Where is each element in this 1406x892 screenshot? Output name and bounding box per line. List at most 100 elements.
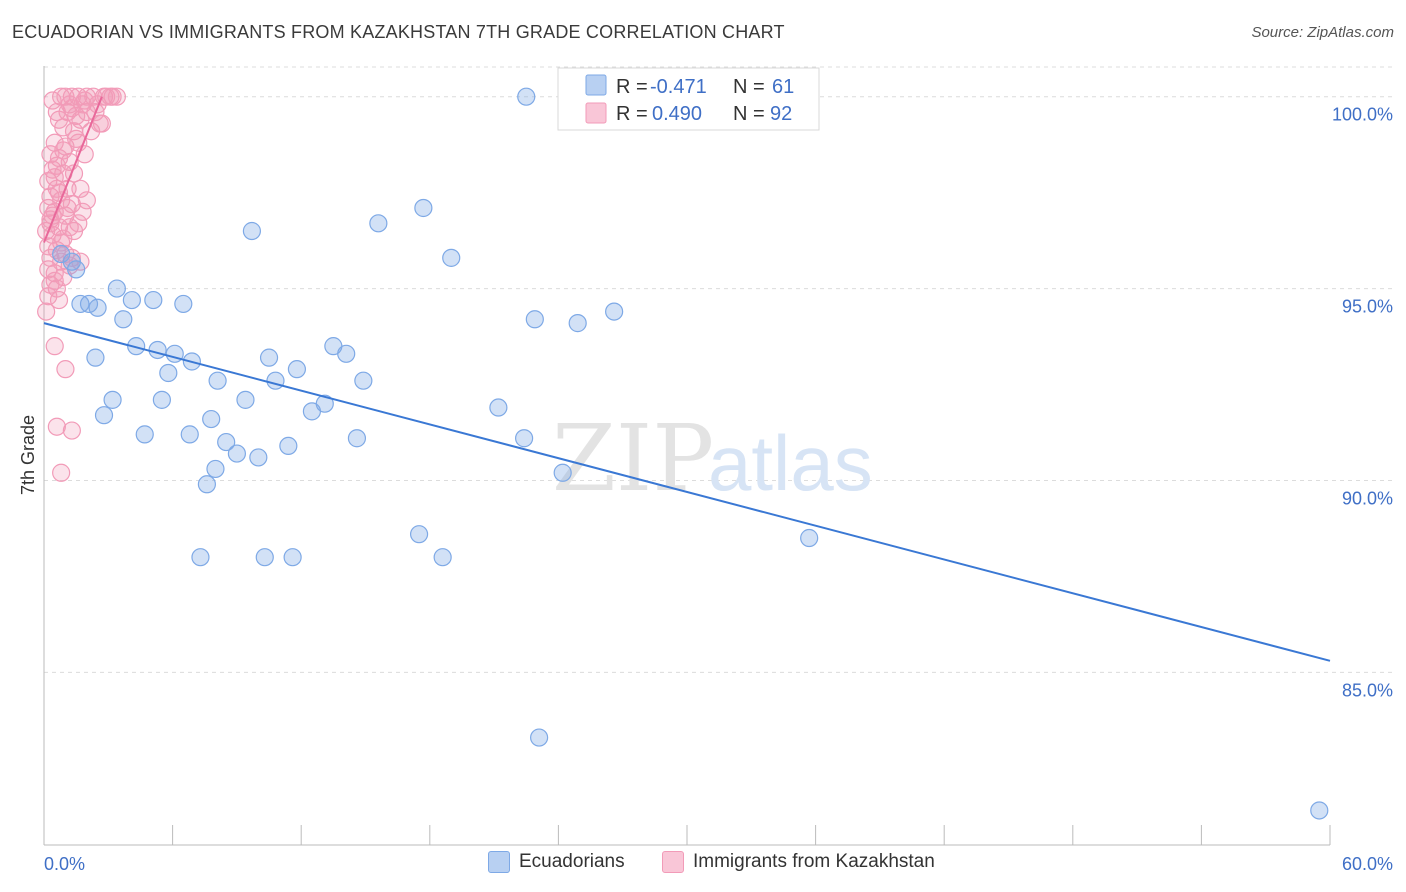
- legend-n-label-2: N =: [733, 103, 765, 125]
- kazakhstan-point-69: [43, 91, 62, 110]
- ecuadorian-point-26: [337, 344, 356, 363]
- ecuadorian-point-55: [433, 548, 452, 567]
- kazakhstan-point-57: [45, 264, 64, 283]
- kazakhstan-trend-line: [43, 96, 103, 243]
- y-tick-label-3: 100.0%: [1332, 105, 1393, 125]
- ecuadorian-point-43: [279, 436, 298, 456]
- watermark: ZIP atlas: [552, 405, 873, 512]
- y-tick-label-0: 85.0%: [1342, 680, 1393, 700]
- kazakhstan-point-33: [71, 179, 90, 198]
- legend-item-kazakhstan[interactable]: Immigrants from Kazakhstan: [662, 851, 935, 873]
- kazakhstan-point-85: [45, 271, 64, 290]
- ecuadorians-trend-line: [43, 322, 1331, 662]
- kazakhstan-point-71: [103, 87, 122, 106]
- legend-item-ecuadorians[interactable]: Ecuadorians: [488, 851, 625, 873]
- x-tick-labels: 0.0% 60.0%: [44, 854, 1393, 874]
- trend-lines: [43, 96, 1331, 662]
- legend-n-label-1: N =: [733, 76, 765, 98]
- ecuadorian-point-52: [191, 548, 210, 567]
- legend-n-value-2: 92: [770, 103, 792, 125]
- ecuadorian-point-40: [135, 425, 154, 444]
- ecuadorian-point-57: [530, 728, 549, 747]
- ecuadorian-point-50: [553, 463, 572, 482]
- kazakhstan-point-66: [47, 417, 66, 436]
- ecuadorian-point-11: [174, 294, 193, 314]
- ecuadorian-point-17: [568, 314, 587, 333]
- x-tick-label-1: 60.0%: [1342, 854, 1393, 874]
- ecuadorian-point-1: [414, 198, 433, 218]
- ecuadorian-point-14: [88, 298, 107, 317]
- ecuadorian-point-2: [369, 214, 388, 233]
- ecuadorian-point-33: [152, 390, 171, 409]
- y-tick-labels: 85.0% 90.0% 95.0% 100.0%: [1332, 105, 1393, 701]
- ecuadorian-point-34: [236, 390, 255, 409]
- kazakhstan-point-20: [92, 114, 111, 133]
- y-tick-label-2: 95.0%: [1342, 297, 1393, 317]
- ecuadorian-point-13: [79, 294, 99, 314]
- ecuadorian-point-39: [202, 409, 221, 429]
- kazakhstan-point-8: [107, 87, 126, 106]
- kazakhstan-point-37: [77, 191, 96, 210]
- legend-label-kazakhstan: Immigrants from Kazakhstan: [693, 851, 935, 872]
- ecuadorian-point-19: [127, 337, 146, 356]
- kazakhstan-point-79: [47, 156, 66, 175]
- kazakhstan-point-63: [37, 302, 56, 321]
- chart-source: Source: ZipAtlas.com: [1251, 24, 1394, 41]
- ecuadorian-point-41: [180, 425, 199, 444]
- ecuadorian-point-31: [354, 371, 373, 390]
- legend-r-value-2: 0.490: [652, 103, 702, 125]
- ecuadorian-point-54: [283, 548, 302, 567]
- ecuadorian-point-45: [515, 429, 534, 448]
- ecuadorian-point-37: [489, 398, 508, 417]
- ecuadorian-point-51: [409, 525, 429, 544]
- axes: [43, 66, 1331, 846]
- watermark-atlas: atlas: [708, 419, 873, 507]
- y-tick-label-1: 90.0%: [1342, 488, 1393, 508]
- kazakhstan-point-68: [52, 463, 71, 482]
- grid-lines: [44, 66, 1395, 673]
- kazakhstan-point-64: [45, 337, 64, 356]
- ecuadorian-point-27: [287, 360, 307, 379]
- kazakhstan-point-62: [49, 290, 69, 310]
- ecuadorian-point-15: [114, 310, 133, 329]
- legend-r-label-1: R =: [616, 76, 648, 98]
- kazakhstan-point-67: [62, 421, 81, 440]
- ecuadorian-point-30: [266, 371, 285, 390]
- ecuadorian-point-23: [86, 348, 105, 367]
- ecuadorian-point-49: [197, 475, 216, 494]
- ecuadorian-point-47: [249, 448, 268, 467]
- kazakhstan-point-87: [62, 99, 81, 118]
- ecuadorian-point-3: [242, 221, 262, 241]
- ecuadorian-point-28: [159, 363, 178, 383]
- legend-swatch-kazakhstan: [662, 851, 684, 873]
- ecuadorian-point-38: [94, 406, 114, 425]
- ecuadorian-point-0: [517, 87, 536, 106]
- ecuadorian-point-16: [525, 310, 544, 329]
- kazakhstan-point-75: [58, 198, 77, 218]
- series-kazakhstan-points: [37, 87, 126, 482]
- ecuadorian-point-58: [1310, 801, 1329, 820]
- series-legend: Ecuadorians Immigrants from Kazakhstan: [0, 851, 1406, 881]
- ecuadorian-point-48: [206, 459, 225, 479]
- kazakhstan-point-82: [54, 141, 73, 160]
- kazakhstan-point-86: [97, 87, 116, 106]
- ecuadorian-point-10: [144, 290, 163, 310]
- ecuadorian-point-9: [122, 290, 141, 310]
- y-axis-title: 7th Grade: [18, 415, 38, 495]
- x-tick-label-0: 0.0%: [44, 854, 85, 874]
- ecuadorian-point-7: [67, 260, 86, 279]
- legend-r-label-2: R =: [616, 103, 648, 125]
- ecuadorian-point-20: [148, 340, 167, 360]
- kazakhstan-point-61: [39, 287, 58, 306]
- ecuadorian-point-53: [255, 548, 274, 567]
- chart-title: ECUADORIAN VS IMMIGRANTS FROM KAZAKHSTAN…: [12, 22, 785, 42]
- watermark-zip: ZIP: [552, 405, 714, 512]
- kazakhstan-point-84: [69, 214, 88, 233]
- legend-swatch-ecuadorians: [488, 851, 510, 873]
- kazakhstan-point-72: [49, 110, 69, 129]
- ecuadorian-point-18: [605, 302, 624, 321]
- ecuadorian-point-29: [208, 371, 227, 390]
- legend-label-ecuadorians: Ecuadorians: [519, 851, 625, 872]
- legend-swatch-pink: [585, 102, 607, 124]
